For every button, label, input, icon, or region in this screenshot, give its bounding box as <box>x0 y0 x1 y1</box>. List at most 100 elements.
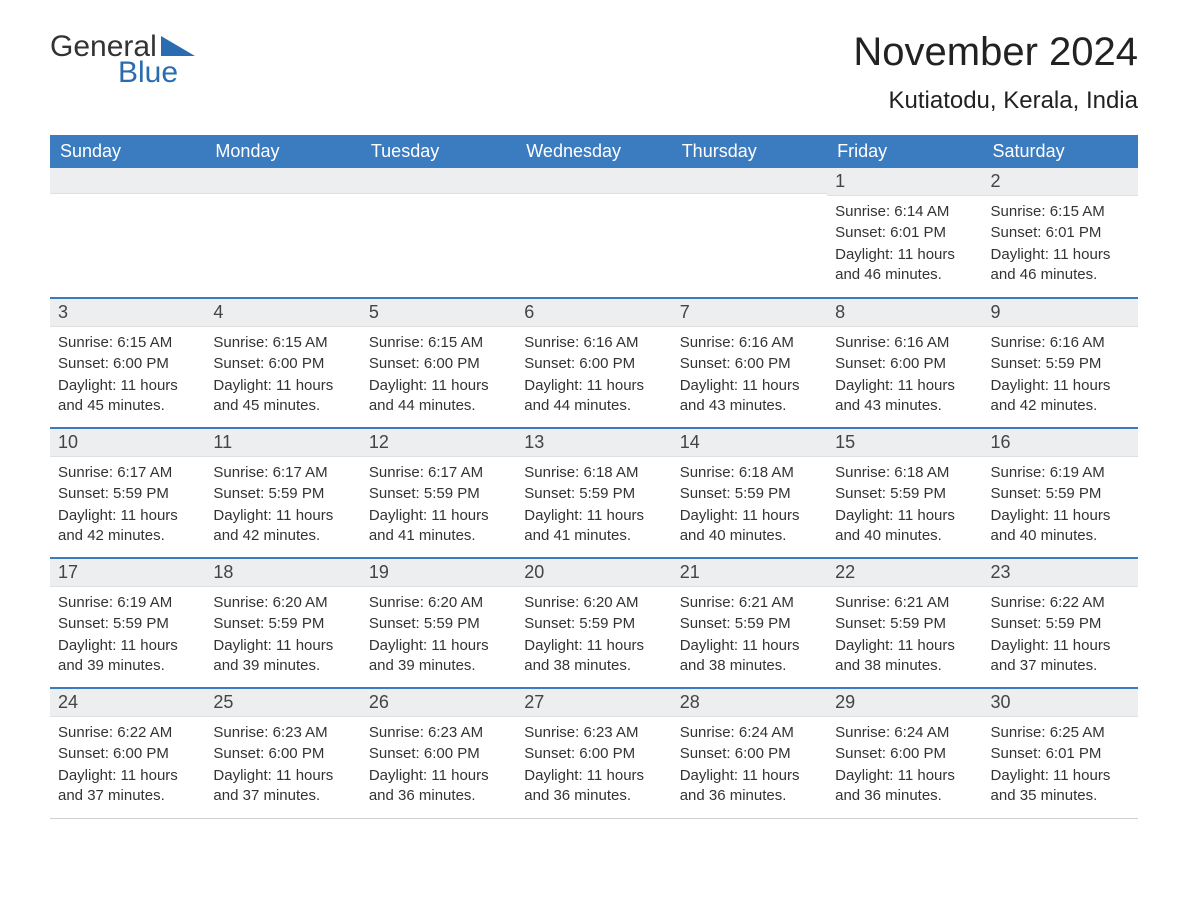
calendar-day-cell: 23Sunrise: 6:22 AMSunset: 5:59 PMDayligh… <box>983 558 1138 688</box>
sunrise-text: Sunrise: 6:21 AM <box>835 593 974 613</box>
sunset-text: Sunset: 6:00 PM <box>524 354 663 374</box>
sunset-text: Sunset: 5:59 PM <box>524 484 663 504</box>
day-number: 7 <box>672 299 827 327</box>
sunset-text: Sunset: 5:59 PM <box>835 614 974 634</box>
day-body <box>205 194 360 284</box>
calendar-day-cell: 29Sunrise: 6:24 AMSunset: 6:00 PMDayligh… <box>827 688 982 818</box>
day-number: 28 <box>672 689 827 717</box>
calendar-table: SundayMondayTuesdayWednesdayThursdayFrid… <box>50 135 1138 819</box>
daylight-text: Daylight: 11 hours and 39 minutes. <box>213 636 352 677</box>
calendar-day-cell: 11Sunrise: 6:17 AMSunset: 5:59 PMDayligh… <box>205 428 360 558</box>
day-body <box>516 194 671 284</box>
day-body: Sunrise: 6:18 AMSunset: 5:59 PMDaylight:… <box>827 457 982 557</box>
daylight-text: Daylight: 11 hours and 38 minutes. <box>680 636 819 677</box>
calendar-day-cell: 10Sunrise: 6:17 AMSunset: 5:59 PMDayligh… <box>50 428 205 558</box>
daylight-text: Daylight: 11 hours and 36 minutes. <box>835 766 974 807</box>
day-number: 11 <box>205 429 360 457</box>
sunset-text: Sunset: 6:00 PM <box>213 744 352 764</box>
sunrise-text: Sunrise: 6:15 AM <box>213 333 352 353</box>
sunrise-text: Sunrise: 6:22 AM <box>58 723 197 743</box>
calendar-day-cell <box>361 168 516 298</box>
calendar-day-cell <box>672 168 827 298</box>
daylight-text: Daylight: 11 hours and 36 minutes. <box>369 766 508 807</box>
day-body: Sunrise: 6:18 AMSunset: 5:59 PMDaylight:… <box>516 457 671 557</box>
day-header: Monday <box>205 135 360 168</box>
calendar-day-cell: 26Sunrise: 6:23 AMSunset: 6:00 PMDayligh… <box>361 688 516 818</box>
sunrise-text: Sunrise: 6:23 AM <box>369 723 508 743</box>
sunset-text: Sunset: 5:59 PM <box>58 614 197 634</box>
day-body: Sunrise: 6:18 AMSunset: 5:59 PMDaylight:… <box>672 457 827 557</box>
sunrise-text: Sunrise: 6:14 AM <box>835 202 974 222</box>
sunset-text: Sunset: 6:00 PM <box>213 354 352 374</box>
calendar-day-cell: 9Sunrise: 6:16 AMSunset: 5:59 PMDaylight… <box>983 298 1138 428</box>
daylight-text: Daylight: 11 hours and 43 minutes. <box>835 376 974 417</box>
sunrise-text: Sunrise: 6:17 AM <box>369 463 508 483</box>
calendar-day-cell: 6Sunrise: 6:16 AMSunset: 6:00 PMDaylight… <box>516 298 671 428</box>
sunrise-text: Sunrise: 6:22 AM <box>991 593 1130 613</box>
sunset-text: Sunset: 6:00 PM <box>680 354 819 374</box>
sunrise-text: Sunrise: 6:15 AM <box>991 202 1130 222</box>
title-block: November 2024 Kutiatodu, Kerala, India <box>853 30 1138 115</box>
day-body: Sunrise: 6:16 AMSunset: 6:00 PMDaylight:… <box>827 327 982 427</box>
calendar-day-cell: 14Sunrise: 6:18 AMSunset: 5:59 PMDayligh… <box>672 428 827 558</box>
calendar-day-cell: 28Sunrise: 6:24 AMSunset: 6:00 PMDayligh… <box>672 688 827 818</box>
daylight-text: Daylight: 11 hours and 40 minutes. <box>835 506 974 547</box>
sunset-text: Sunset: 6:00 PM <box>835 744 974 764</box>
day-header: Friday <box>827 135 982 168</box>
calendar-day-cell: 22Sunrise: 6:21 AMSunset: 5:59 PMDayligh… <box>827 558 982 688</box>
sunrise-text: Sunrise: 6:17 AM <box>213 463 352 483</box>
calendar-day-cell: 13Sunrise: 6:18 AMSunset: 5:59 PMDayligh… <box>516 428 671 558</box>
calendar-day-cell: 25Sunrise: 6:23 AMSunset: 6:00 PMDayligh… <box>205 688 360 818</box>
day-number: 24 <box>50 689 205 717</box>
calendar-day-cell: 21Sunrise: 6:21 AMSunset: 5:59 PMDayligh… <box>672 558 827 688</box>
calendar-day-cell: 4Sunrise: 6:15 AMSunset: 6:00 PMDaylight… <box>205 298 360 428</box>
calendar-day-cell: 12Sunrise: 6:17 AMSunset: 5:59 PMDayligh… <box>361 428 516 558</box>
sunset-text: Sunset: 6:00 PM <box>58 744 197 764</box>
daylight-text: Daylight: 11 hours and 45 minutes. <box>213 376 352 417</box>
daylight-text: Daylight: 11 hours and 38 minutes. <box>835 636 974 677</box>
sunrise-text: Sunrise: 6:23 AM <box>213 723 352 743</box>
day-body <box>50 194 205 284</box>
day-number: 8 <box>827 299 982 327</box>
sunset-text: Sunset: 5:59 PM <box>369 614 508 634</box>
day-number: 18 <box>205 559 360 587</box>
month-title: November 2024 <box>853 30 1138 75</box>
sunset-text: Sunset: 5:59 PM <box>991 354 1130 374</box>
sunrise-text: Sunrise: 6:18 AM <box>524 463 663 483</box>
daylight-text: Daylight: 11 hours and 38 minutes. <box>524 636 663 677</box>
daylight-text: Daylight: 11 hours and 42 minutes. <box>213 506 352 547</box>
day-body: Sunrise: 6:19 AMSunset: 5:59 PMDaylight:… <box>983 457 1138 557</box>
sunrise-text: Sunrise: 6:16 AM <box>991 333 1130 353</box>
day-number: 9 <box>983 299 1138 327</box>
day-number: 12 <box>361 429 516 457</box>
calendar-week-row: 10Sunrise: 6:17 AMSunset: 5:59 PMDayligh… <box>50 428 1138 558</box>
day-number: 3 <box>50 299 205 327</box>
day-body: Sunrise: 6:15 AMSunset: 6:00 PMDaylight:… <box>50 327 205 427</box>
location-subtitle: Kutiatodu, Kerala, India <box>853 87 1138 115</box>
daylight-text: Daylight: 11 hours and 42 minutes. <box>58 506 197 547</box>
sunrise-text: Sunrise: 6:17 AM <box>58 463 197 483</box>
sunrise-text: Sunrise: 6:16 AM <box>680 333 819 353</box>
day-body: Sunrise: 6:23 AMSunset: 6:00 PMDaylight:… <box>205 717 360 817</box>
day-body: Sunrise: 6:22 AMSunset: 5:59 PMDaylight:… <box>983 587 1138 687</box>
calendar-day-cell: 30Sunrise: 6:25 AMSunset: 6:01 PMDayligh… <box>983 688 1138 818</box>
day-header: Tuesday <box>361 135 516 168</box>
day-body: Sunrise: 6:24 AMSunset: 6:00 PMDaylight:… <box>672 717 827 817</box>
sunset-text: Sunset: 5:59 PM <box>835 484 974 504</box>
calendar-body: 1Sunrise: 6:14 AMSunset: 6:01 PMDaylight… <box>50 168 1138 818</box>
header: General Blue November 2024 Kutiatodu, Ke… <box>50 30 1138 115</box>
day-header: Sunday <box>50 135 205 168</box>
sunset-text: Sunset: 5:59 PM <box>991 484 1130 504</box>
day-number: 30 <box>983 689 1138 717</box>
calendar-week-row: 24Sunrise: 6:22 AMSunset: 6:00 PMDayligh… <box>50 688 1138 818</box>
daylight-text: Daylight: 11 hours and 43 minutes. <box>680 376 819 417</box>
day-body: Sunrise: 6:15 AMSunset: 6:00 PMDaylight:… <box>361 327 516 427</box>
daylight-text: Daylight: 11 hours and 37 minutes. <box>58 766 197 807</box>
day-number: 17 <box>50 559 205 587</box>
day-body: Sunrise: 6:23 AMSunset: 6:00 PMDaylight:… <box>516 717 671 817</box>
sunset-text: Sunset: 5:59 PM <box>991 614 1130 634</box>
daylight-text: Daylight: 11 hours and 39 minutes. <box>58 636 197 677</box>
day-header-row: SundayMondayTuesdayWednesdayThursdayFrid… <box>50 135 1138 168</box>
day-header: Thursday <box>672 135 827 168</box>
calendar-day-cell: 8Sunrise: 6:16 AMSunset: 6:00 PMDaylight… <box>827 298 982 428</box>
